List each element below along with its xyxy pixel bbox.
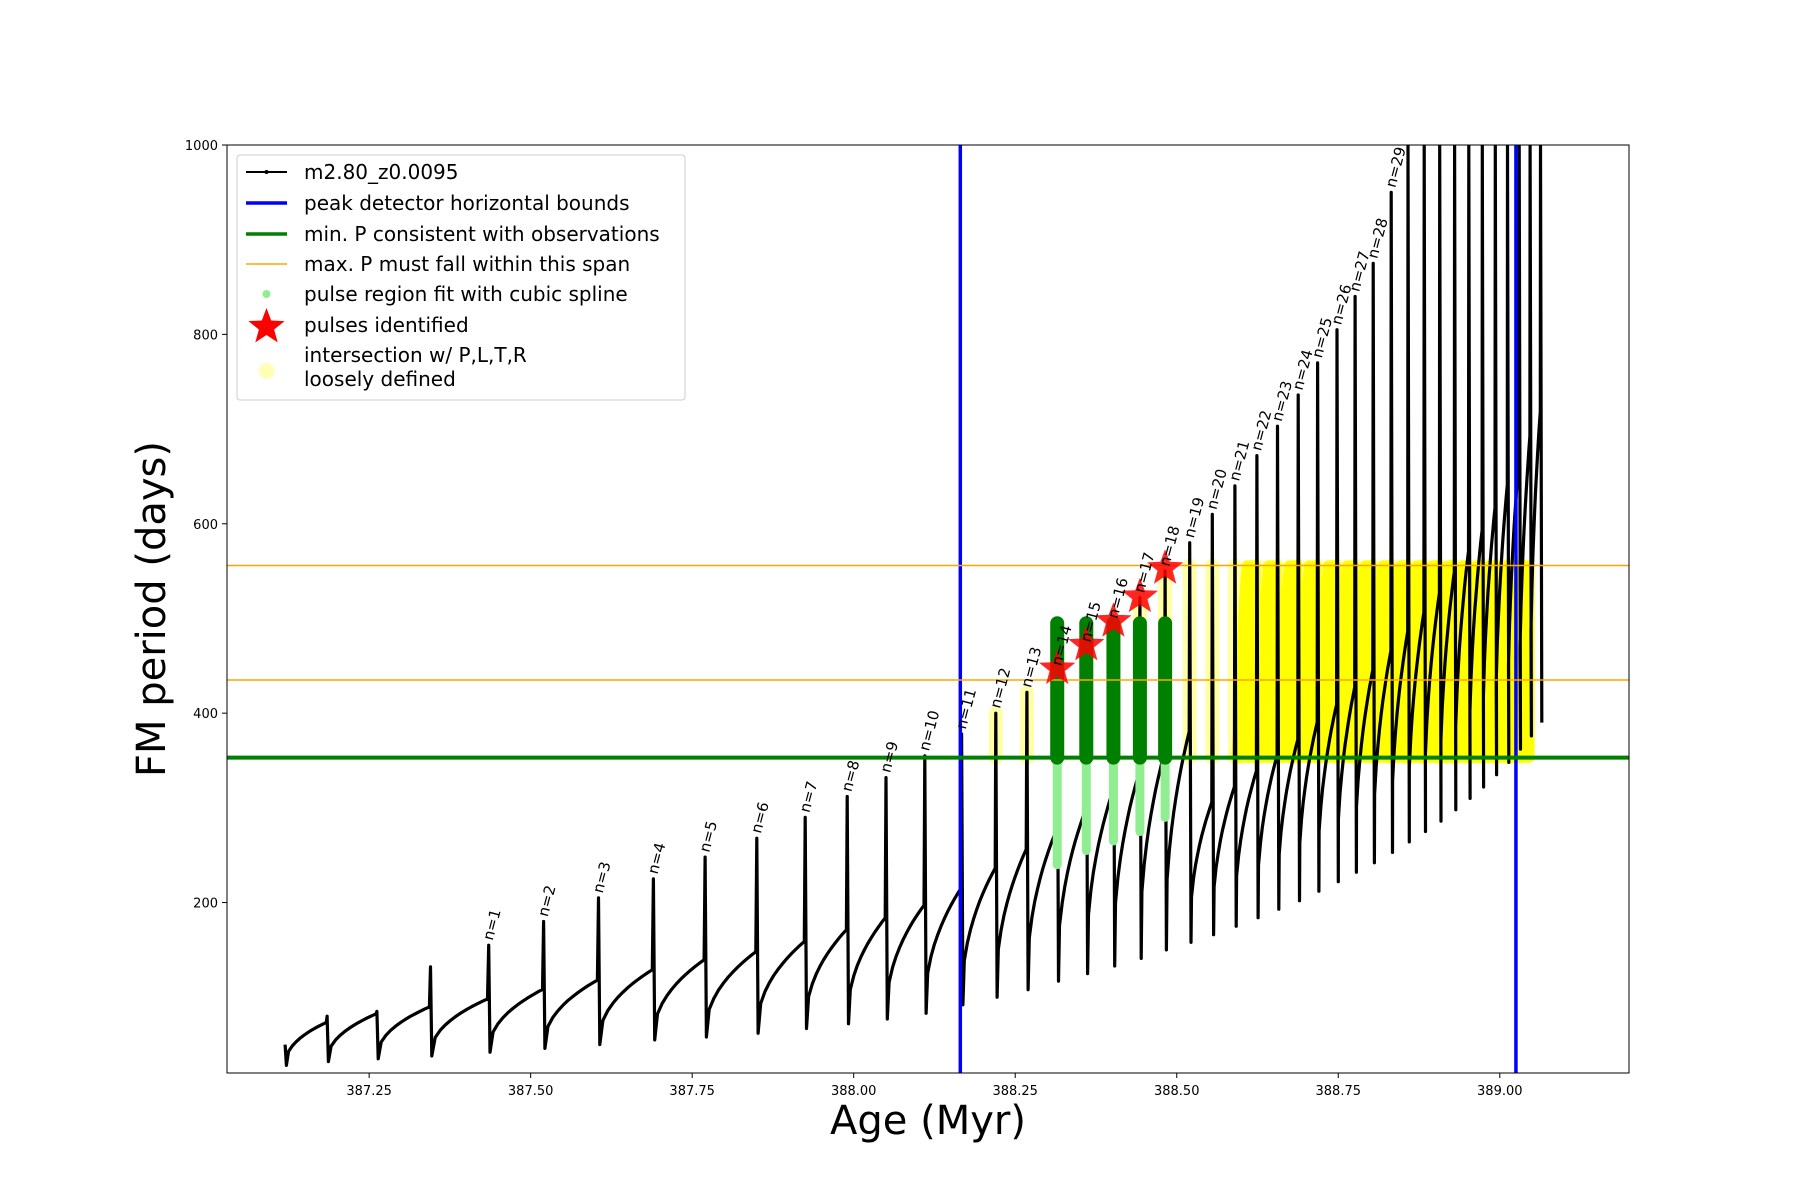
x-tick-label-6: 388.75: [1316, 1084, 1362, 1099]
legend-handle-4: [262, 290, 271, 298]
y-tick-label-3: 800: [193, 328, 218, 343]
y-axis-ticks: 200 400 600 800 1000: [185, 139, 227, 912]
legend-handle-5: [248, 308, 285, 343]
legend-label-5: pulses identified: [304, 313, 469, 337]
legend-label-2: min. P consistent with observations: [304, 222, 660, 246]
x-tick-label-1: 387.50: [508, 1084, 554, 1099]
reference-lines: [227, 145, 1629, 1073]
legend-label-3: max. P must fall within this span: [304, 252, 630, 276]
y-tick-label-2: 600: [193, 518, 218, 533]
pulse-star-4: [1147, 549, 1184, 584]
x-axis-ticks: 387.25 387.50 387.75 388.00 388.25 388.50 388.…: [346, 1073, 1523, 1099]
x-tick-label-5: 388.50: [1154, 1084, 1200, 1099]
x-tick-label-7: 389.00: [1477, 1084, 1523, 1099]
legend-label-6-line2: loosely defined: [304, 367, 456, 391]
legend-handle-6: [258, 363, 275, 379]
legend-label-1: peak detector horizontal bounds: [304, 191, 630, 215]
legend-label-0: m2.80_z0.0095: [304, 160, 459, 184]
legend-box: [236, 154, 686, 401]
plot-frame: [226, 144, 1630, 1074]
pulse-star-0: [1039, 649, 1076, 684]
spline-regions: [1050, 616, 1173, 870]
legend-label-4: pulse region fit with cubic spline: [304, 282, 628, 306]
model-track: [283, 145, 1544, 1067]
model-track-line: [283, 145, 1544, 1067]
x-tick-label-3: 388.00: [831, 1084, 877, 1099]
y-tick-label-1: 400: [193, 707, 218, 722]
y-axis-label: FM period (days): [129, 441, 175, 777]
legend-marker-0: [264, 170, 269, 174]
y-tick-label-0: 200: [193, 897, 218, 912]
pulse-star-2: [1095, 602, 1132, 637]
x-tick-label-2: 387.75: [669, 1084, 715, 1099]
pulse-star-1: [1068, 626, 1105, 661]
identified-pulses: [1039, 549, 1184, 684]
x-axis-label: Age (Myr): [830, 1098, 1026, 1144]
x-tick-label-4: 388.25: [992, 1084, 1038, 1099]
pulse-star-3: [1121, 577, 1158, 613]
y-tick-label-4: 1000: [185, 139, 218, 154]
x-tick-label-0: 387.25: [346, 1084, 392, 1099]
legend-label-6: intersection w/ P,L,T,R: [304, 343, 527, 367]
